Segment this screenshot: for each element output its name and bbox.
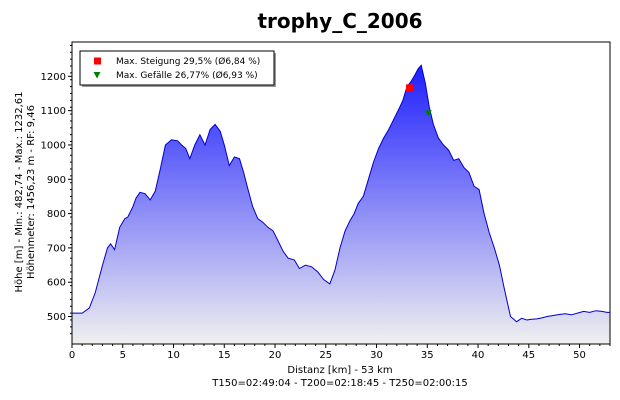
plot-frame: [71, 41, 611, 345]
legend-marker-square: [94, 57, 101, 65]
elevation-line: [72, 64, 610, 323]
x-tick-label: 20: [269, 350, 282, 361]
y-axis-label-line-2: Höhenmeter: 1456,23 m - RF: 9,46: [26, 105, 37, 279]
elevation-area: [72, 65, 610, 345]
chart-title: trophy_C_2006: [257, 9, 422, 33]
x-tick-label: 40: [472, 350, 485, 361]
legend: Max. Steigung 29,5% (Ø6,84 %) Max. Gefäll…: [79, 50, 276, 87]
x-tick-label: 35: [421, 350, 434, 361]
time-footer: T150=02:49:04 - T200=02:18:45 - T250=02:…: [211, 378, 467, 389]
x-tick-label: 25: [319, 350, 332, 361]
x-axis-label: Distanz [km] - 53 km: [287, 365, 392, 376]
legend-marker-triangle: [93, 72, 101, 79]
x-tick-label: 45: [522, 350, 535, 361]
y-axis-label-line-1: Höhe [m] - Min.: 482,74 - Max.: 1232,61: [14, 92, 25, 293]
axes: 0 5 10 15 20 25 30 35 40 45 50 500 600 700 800 900 1000 1…: [41, 41, 611, 361]
y-tick-label: 600: [47, 278, 66, 289]
legend-label: Max. Steigung 29,5% (Ø6,84 %): [116, 56, 260, 67]
x-tick-label: 30: [370, 350, 383, 361]
x-tick-label: 5: [120, 350, 126, 361]
y-tick-label: 500: [47, 312, 66, 323]
x-tick-label: 0: [69, 350, 75, 361]
max-steigung-marker: [406, 84, 414, 92]
legend-box: [79, 50, 275, 86]
plot-area: [72, 64, 610, 345]
x-tick-label: 10: [167, 350, 180, 361]
x-tick-label: 50: [573, 350, 586, 361]
legend-label: Max. Gefälle 26,77% (Ø6,93 %): [116, 70, 258, 81]
y-tick-label: 1100: [41, 106, 66, 117]
y-tick-label: 700: [47, 243, 66, 254]
x-tick-label: 15: [218, 350, 231, 361]
y-tick-label: 900: [47, 175, 66, 186]
y-tick-label: 800: [47, 209, 66, 220]
y-tick-label: 1000: [41, 140, 66, 151]
y-tick-label: 1200: [41, 72, 66, 83]
y-axis-label: Höhe [m] - Min.: 482,74 - Max.: 1232,61 …: [14, 92, 37, 293]
max-gefaelle-marker: [424, 110, 432, 117]
